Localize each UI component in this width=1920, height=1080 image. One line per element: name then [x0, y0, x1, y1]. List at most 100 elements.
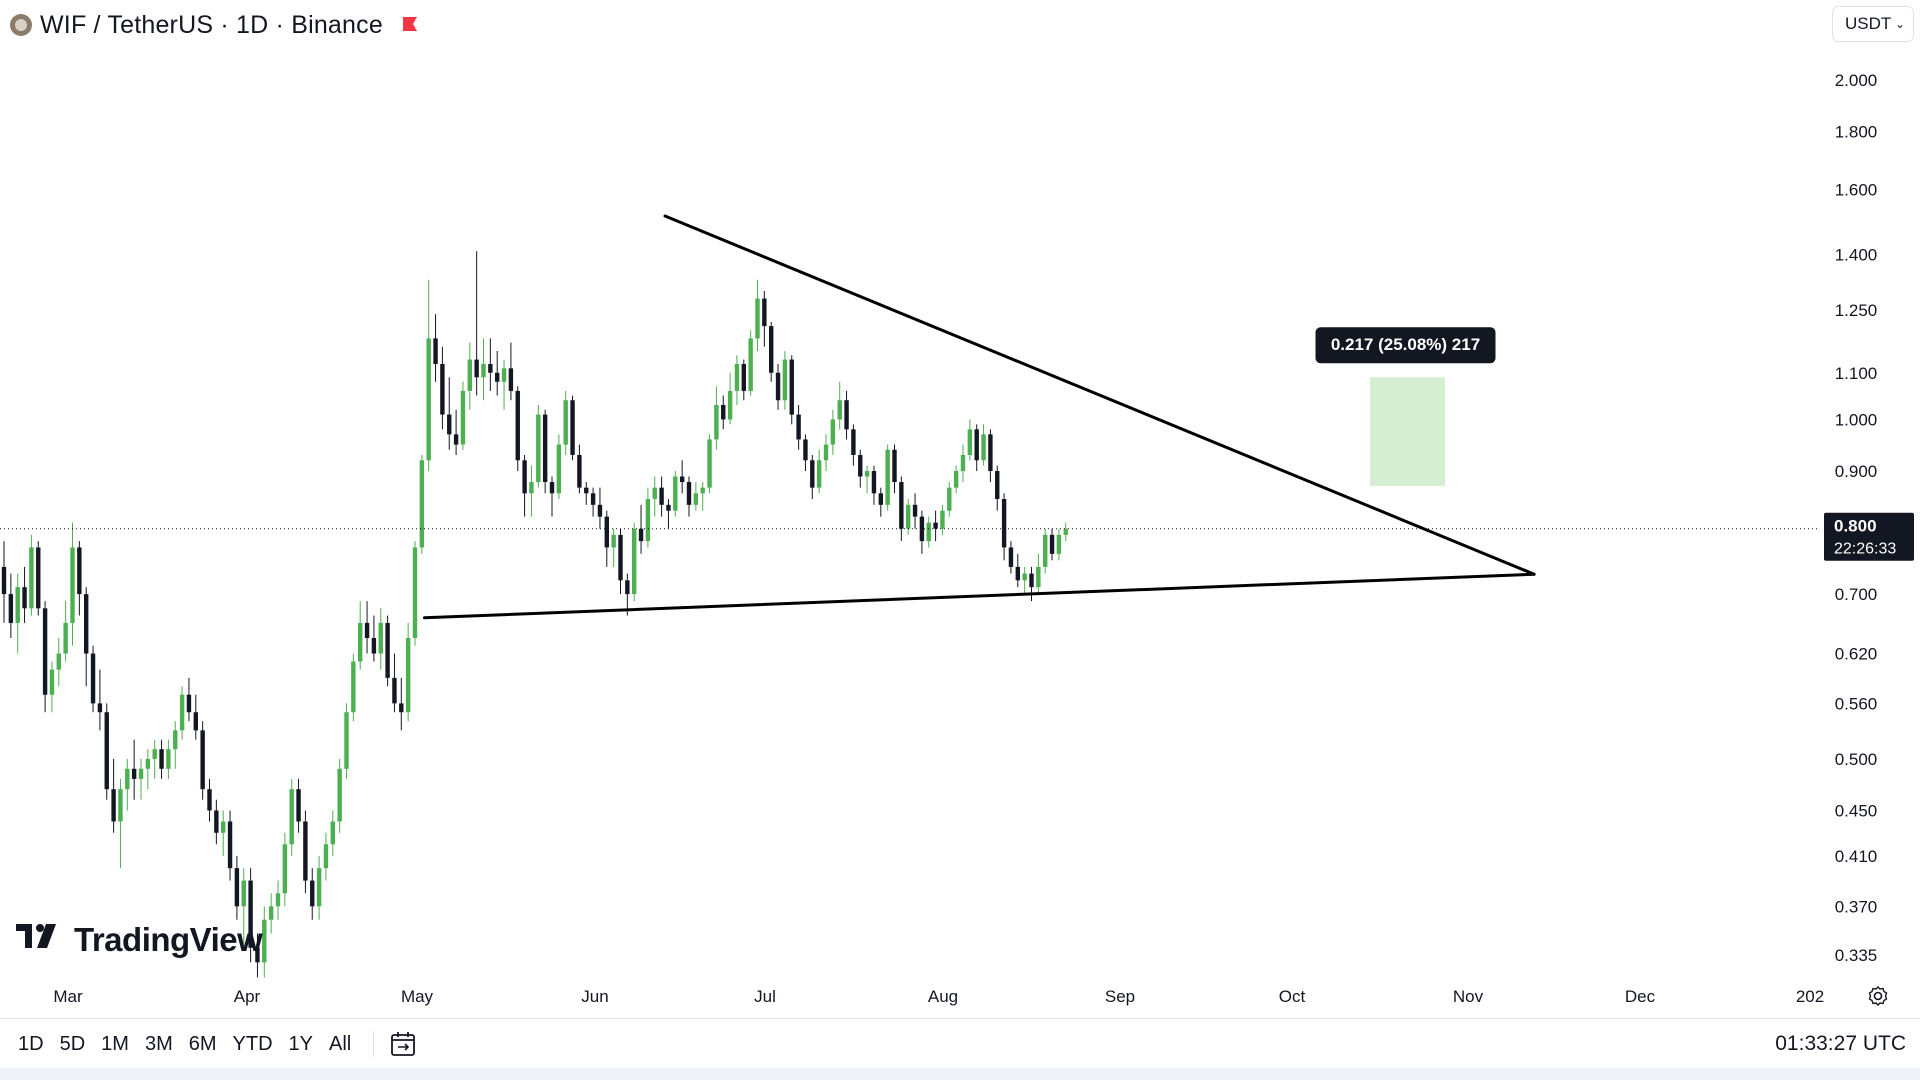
candle-body — [590, 493, 596, 505]
tradingview-mark-icon — [16, 920, 64, 959]
candle-body — [577, 454, 582, 488]
candle-body — [221, 821, 226, 833]
range-button-6m[interactable]: 6M — [188, 1032, 217, 1055]
candle-body — [1029, 573, 1034, 588]
time-range-buttons: 1D 5D 1M 3M 6M YTD 1Y All — [10, 1027, 359, 1062]
time-tick-label: Apr — [234, 987, 261, 1006]
price-tick-label: 0.700 — [1835, 585, 1878, 604]
candle-body — [419, 460, 425, 548]
utc-clock[interactable]: 01:33:27 UTC — [1775, 1032, 1906, 1055]
candle-body — [536, 414, 541, 483]
candle-body — [303, 821, 308, 881]
candle-body — [645, 499, 651, 542]
candle-body — [933, 522, 938, 529]
candle-body — [700, 487, 705, 494]
candle-body — [789, 359, 794, 415]
candle-body — [200, 730, 205, 790]
candle-body — [1063, 528, 1068, 535]
candle-body — [49, 669, 55, 695]
candle-body — [995, 471, 1000, 500]
range-button-ytd[interactable]: YTD — [232, 1032, 273, 1055]
tradingview-logo-text: TradingView — [74, 920, 263, 958]
candle-body — [488, 363, 493, 373]
candle-body — [138, 768, 144, 779]
date-range-calendar-icon[interactable] — [388, 1029, 418, 1059]
candle-body — [652, 487, 657, 500]
candle-body — [611, 534, 616, 548]
candle-body — [145, 758, 151, 769]
candle-body — [748, 338, 753, 391]
candle-body — [214, 810, 219, 833]
symbol-title[interactable]: WIF / TetherUS · 1D · Binance — [40, 10, 383, 39]
range-button-5d[interactable]: 5D — [59, 1032, 86, 1055]
candle-body — [823, 444, 829, 461]
candle-body — [22, 587, 27, 609]
price-tick-label: 0.560 — [1835, 694, 1878, 713]
candle-body — [426, 338, 431, 461]
candle-body — [906, 504, 911, 529]
range-button-1d[interactable]: 1D — [18, 1032, 44, 1055]
bottom-strip — [0, 1068, 1920, 1080]
candle-body — [1008, 547, 1014, 567]
candle-body — [1036, 566, 1041, 588]
flag-icon[interactable] — [401, 16, 419, 34]
tradingview-logo[interactable]: TradingView — [16, 920, 263, 959]
time-tick-label: Oct — [1279, 987, 1306, 1006]
price-tick-label: 2.000 — [1835, 71, 1878, 90]
candle-body — [447, 414, 452, 435]
time-tick-label: Nov — [1453, 987, 1484, 1006]
candle-body — [529, 482, 534, 494]
price-chart[interactable]: 0.217 (25.08%) 217 2.000 1.800 1.600 1.400 1… — [0, 0, 1920, 1016]
candle-body — [179, 694, 185, 731]
candle-body — [296, 789, 301, 822]
candle-body — [104, 712, 109, 790]
price-tick-label: 0.370 — [1835, 897, 1878, 916]
candle-body — [289, 789, 294, 845]
wif-coin-icon — [10, 14, 32, 36]
price-tick-label: 0.900 — [1835, 462, 1878, 481]
currency-unit-select[interactable]: USDT ⌄ — [1832, 6, 1914, 42]
candle-body — [618, 534, 623, 581]
candle-body — [371, 637, 377, 654]
time-tick-label: Sep — [1105, 987, 1135, 1006]
candle-body — [453, 434, 459, 445]
candle-body — [775, 372, 781, 401]
candle-body — [125, 768, 130, 790]
candle-body — [1001, 499, 1007, 548]
settings-gear-icon[interactable] — [1866, 984, 1890, 1008]
candle-body — [364, 622, 370, 638]
candle-body — [399, 703, 404, 713]
candle-body — [508, 368, 514, 391]
range-button-all[interactable]: All — [329, 1032, 352, 1055]
time-tick-label: Dec — [1625, 987, 1656, 1006]
candle-body — [899, 482, 904, 529]
time-tick-label: Jul — [754, 987, 776, 1006]
candle-body — [940, 510, 945, 529]
candle-body — [358, 622, 363, 662]
candle-body — [433, 338, 438, 364]
price-tick-label: 1.100 — [1835, 364, 1878, 383]
candle-body — [310, 880, 315, 907]
candle-body — [597, 504, 603, 517]
candle-body — [515, 390, 520, 461]
range-button-1y[interactable]: 1Y — [288, 1032, 314, 1055]
candle-body — [953, 471, 959, 488]
candle-body — [378, 622, 383, 654]
candle-body — [440, 363, 445, 415]
candle-body — [152, 749, 157, 759]
price-tick-label: 1.250 — [1835, 301, 1878, 320]
candle-body — [474, 359, 479, 378]
last-price-value: 0.800 — [1834, 517, 1877, 536]
range-button-3m[interactable]: 3M — [144, 1032, 173, 1055]
candle-body — [193, 712, 198, 731]
candle-body — [563, 400, 568, 445]
candle-body — [686, 482, 692, 505]
candle-body — [90, 653, 96, 704]
candle-body — [632, 528, 637, 595]
candle-body — [659, 487, 664, 505]
candle-body — [8, 594, 14, 623]
range-button-1m[interactable]: 1M — [101, 1032, 129, 1055]
candle-body — [1015, 566, 1020, 581]
trendline-support — [423, 572, 1536, 620]
candle-body — [344, 712, 349, 769]
